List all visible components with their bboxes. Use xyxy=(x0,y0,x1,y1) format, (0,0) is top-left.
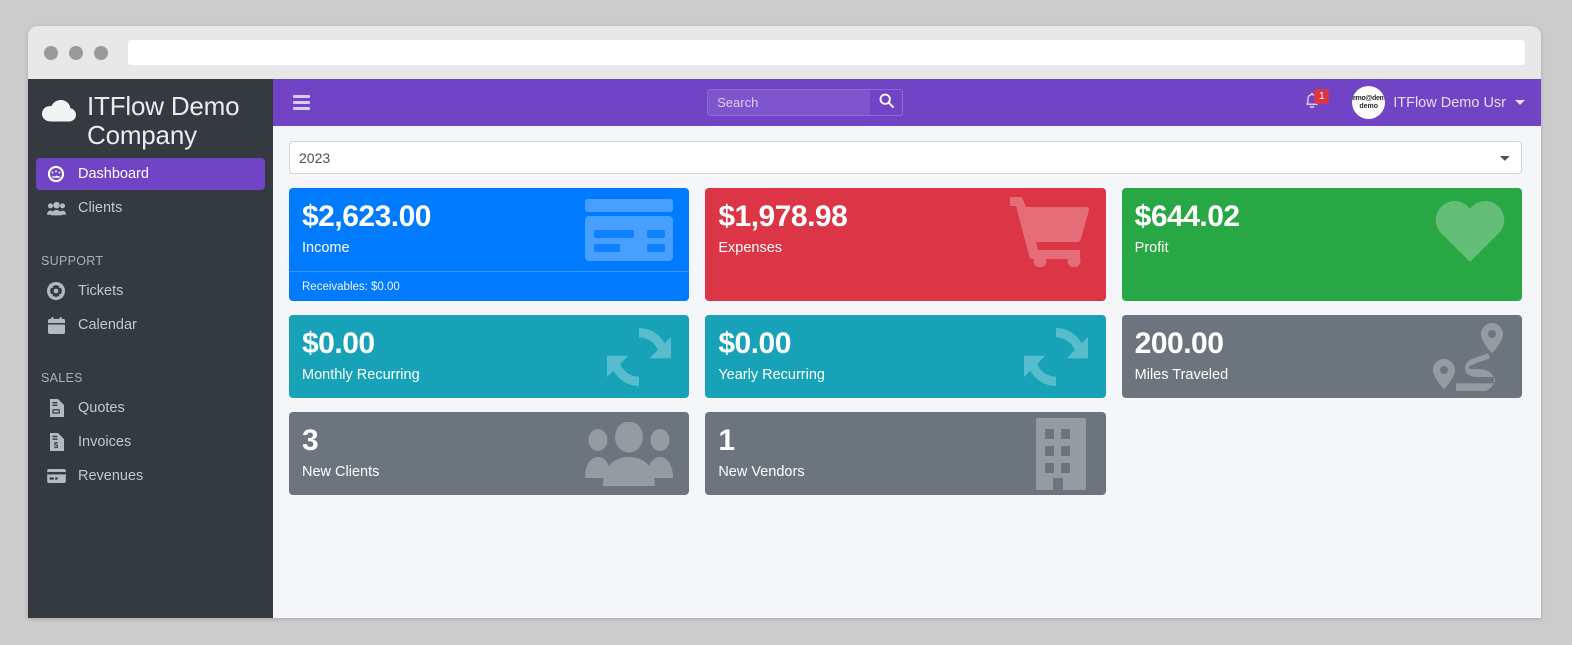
sidebar-item-tickets[interactable]: Tickets xyxy=(36,275,265,307)
empty-grid-slot xyxy=(1122,412,1522,495)
card-value: 3 xyxy=(302,424,319,457)
search-button[interactable] xyxy=(870,89,904,116)
user-name-label: ITFlow Demo Usr xyxy=(1393,94,1507,111)
stat-card-new-clients[interactable]: 3 New Clients xyxy=(289,412,690,495)
stat-card-row-2: $0.00 Monthly Recurring xyxy=(289,315,1522,398)
content-column: 1 demo@demo demo ITFlow Demo Usr 2023 xyxy=(273,79,1541,618)
window-close-dot[interactable] xyxy=(44,45,58,60)
card-label: New Clients xyxy=(302,463,380,480)
card-body: $1,978.98 Expenses xyxy=(705,188,1105,271)
notifications-button[interactable]: 1 xyxy=(1298,88,1330,114)
file-invoice-dollar-icon: $ xyxy=(46,433,66,452)
search-group xyxy=(707,89,904,116)
card-body: 3 New Clients xyxy=(289,412,689,495)
card-label: Income xyxy=(302,239,350,256)
sidebar-item-quotes[interactable]: Quotes xyxy=(36,392,265,424)
page-viewport: ITFlow Demo Company Dashboard xyxy=(28,79,1541,618)
calendar-icon xyxy=(46,316,66,334)
sidebar-item-label: Quotes xyxy=(78,400,125,417)
card-value: $0.00 xyxy=(718,327,791,360)
sidebar-item-label: Dashboard xyxy=(78,166,149,183)
main-content: 2023 $2,623.00 Income xyxy=(273,126,1541,618)
year-filter-select[interactable]: 2023 xyxy=(289,141,1522,174)
stat-card-row-3: 3 New Clients xyxy=(289,412,1522,495)
file-invoice-icon xyxy=(46,399,66,418)
card-body: $644.02 Profit xyxy=(1122,188,1522,271)
stat-card-yearly-recurring[interactable]: $0.00 Yearly Recurring xyxy=(705,315,1106,398)
stat-card-monthly-recurring[interactable]: $0.00 Monthly Recurring xyxy=(289,315,690,398)
search-icon xyxy=(879,93,894,113)
card-body: $2,623.00 Income xyxy=(289,188,689,271)
sidebar: ITFlow Demo Company Dashboard xyxy=(28,79,273,618)
card-label: Expenses xyxy=(718,239,783,256)
user-menu[interactable]: demo@demo demo ITFlow Demo Usr xyxy=(1352,86,1526,119)
lifering-icon xyxy=(46,282,66,301)
card-value: $0.00 xyxy=(302,327,375,360)
avatar-line-2: demo xyxy=(1359,102,1379,110)
stat-card-income[interactable]: $2,623.00 Income xyxy=(289,188,690,301)
card-footer: Receivables: $0.00 xyxy=(289,271,690,301)
sidebar-item-dashboard[interactable]: Dashboard xyxy=(36,158,265,191)
card-label: New Vendors xyxy=(718,463,805,480)
sidebar-item-label: Calendar xyxy=(78,317,137,334)
sidebar-item-invoices[interactable]: $ Invoices xyxy=(36,426,265,458)
card-label: Miles Traveled xyxy=(1134,366,1229,383)
sidebar-gap xyxy=(28,343,273,361)
sidebar-brand-text: ITFlow Demo Company xyxy=(87,91,240,151)
stat-card-new-vendors[interactable]: 1 New Vendors xyxy=(705,412,1106,495)
sidebar-item-calendar[interactable]: Calendar xyxy=(36,309,265,341)
card-value: 200.00 xyxy=(1134,327,1224,360)
sidebar-brand[interactable]: ITFlow Demo Company xyxy=(28,79,273,156)
window-maximize-dot[interactable] xyxy=(94,45,108,60)
search-input[interactable] xyxy=(707,89,871,116)
sidebar-section-sales: SALES xyxy=(41,371,83,386)
caret-down-icon xyxy=(1515,100,1526,105)
sidebar-gap xyxy=(28,226,273,244)
card-label: Monthly Recurring xyxy=(302,366,420,383)
card-value: $1,978.98 xyxy=(718,200,848,233)
sidebar-item-label: Clients xyxy=(78,200,123,217)
card-label: Yearly Recurring xyxy=(718,366,825,383)
sidebar-item-revenues[interactable]: Revenues xyxy=(36,460,265,492)
avatar: demo@demo demo xyxy=(1352,86,1386,119)
notification-count-badge: 1 xyxy=(1314,88,1330,104)
cloud-icon xyxy=(42,99,76,128)
credit-card-icon xyxy=(46,467,66,485)
card-body: 200.00 Miles Traveled xyxy=(1122,315,1522,398)
stat-card-miles-traveled[interactable]: 200.00 Miles Traveled xyxy=(1121,315,1522,398)
users-icon xyxy=(46,199,66,217)
window-minimize-dot[interactable] xyxy=(69,45,83,60)
hamburger-icon[interactable] xyxy=(291,91,312,114)
card-body: $0.00 Monthly Recurring xyxy=(289,315,689,398)
svg-text:$: $ xyxy=(54,441,59,450)
card-label: Profit xyxy=(1134,239,1169,256)
topbar: 1 demo@demo demo ITFlow Demo Usr xyxy=(273,79,1541,126)
sidebar-item-label: Revenues xyxy=(78,468,144,485)
browser-chrome-bar xyxy=(28,26,1541,79)
sidebar-item-clients[interactable]: Clients xyxy=(36,192,265,224)
sidebar-section-support: SUPPORT xyxy=(41,254,104,269)
address-bar[interactable] xyxy=(128,40,1525,65)
dashboard-gauge-icon xyxy=(46,165,66,183)
sidebar-item-label: Tickets xyxy=(78,283,124,300)
card-value: $2,623.00 xyxy=(302,200,431,233)
browser-window: ITFlow Demo Company Dashboard xyxy=(28,26,1541,618)
card-value: $644.02 xyxy=(1134,200,1240,233)
avatar-line-1: demo@demo xyxy=(1352,95,1386,103)
card-body: 1 New Vendors xyxy=(705,412,1105,495)
card-body: $0.00 Yearly Recurring xyxy=(705,315,1105,398)
sidebar-item-label: Invoices xyxy=(78,434,132,451)
stat-card-row-1: $2,623.00 Income xyxy=(289,188,1522,301)
stat-card-profit[interactable]: $644.02 Profit xyxy=(1121,188,1522,301)
stat-card-expenses[interactable]: $1,978.98 Expenses xyxy=(705,188,1106,301)
card-value: 1 xyxy=(718,424,735,457)
